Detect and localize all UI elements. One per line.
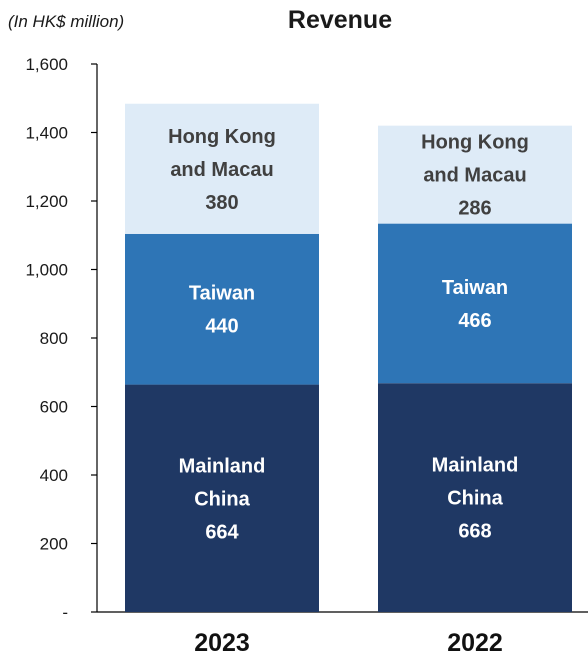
y-tick-label: 1,600 <box>25 55 68 74</box>
y-tick-label: 400 <box>40 466 68 485</box>
y-tick-label: - <box>62 603 68 622</box>
data-label: 286 <box>458 198 491 220</box>
y-tick-label: 800 <box>40 329 68 348</box>
segment-label: Mainland <box>179 455 266 477</box>
x-category-label: 2023 <box>194 629 250 657</box>
data-label: 668 <box>458 521 491 543</box>
segment-label: Mainland <box>432 455 519 477</box>
data-label: 466 <box>458 310 491 332</box>
y-tick-label: 200 <box>40 535 68 554</box>
bar-segment <box>378 125 572 224</box>
data-label: 664 <box>205 521 239 543</box>
segment-label: and Macau <box>423 165 526 187</box>
segment-label: China <box>447 488 503 510</box>
x-category-label: 2022 <box>447 629 503 657</box>
bar-segment <box>378 223 572 384</box>
y-axis: - 200 400 600 800 1,000 1,200 1,400 1,600 <box>25 55 588 622</box>
x-axis-labels: 2023 2022 <box>194 629 503 657</box>
y-tick-label: 1,000 <box>25 261 68 280</box>
data-label: 440 <box>205 316 238 338</box>
bars: Mainland China 664 Taiwan 440 Hong Kong and Ma… <box>125 103 572 612</box>
segment-label: Taiwan <box>189 283 255 305</box>
data-label: 380 <box>205 192 238 214</box>
y-tick-label: 600 <box>40 398 68 417</box>
chart-title: Revenue <box>288 6 392 34</box>
unit-note: (In HK$ million) <box>8 12 124 31</box>
bar-segment <box>125 103 319 234</box>
segment-label: China <box>194 488 250 510</box>
y-tick-label: 1,400 <box>25 124 68 143</box>
bar-segment <box>125 233 319 385</box>
segment-label: Hong Kong <box>421 132 529 154</box>
y-tick-label: 1,200 <box>25 192 68 211</box>
segment-label: Hong Kong <box>168 126 276 148</box>
bar-segment <box>125 384 319 612</box>
segment-label: and Macau <box>170 159 273 181</box>
bar-segment <box>378 383 572 612</box>
segment-label: Taiwan <box>442 277 508 299</box>
